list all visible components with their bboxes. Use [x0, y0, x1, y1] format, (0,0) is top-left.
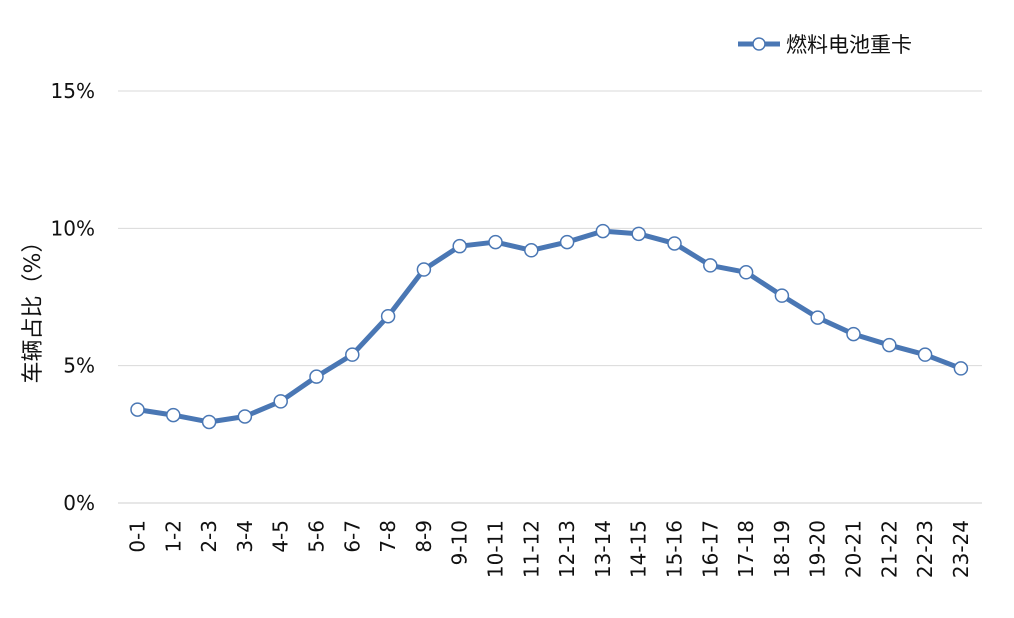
- x-tick-label: 4-5: [269, 520, 293, 553]
- data-point: [953, 361, 969, 376]
- x-tick-label: 23-24: [949, 520, 973, 578]
- x-tick-label: 5-6: [305, 520, 329, 553]
- data-point: [201, 414, 217, 430]
- gridlines: [118, 90, 982, 504]
- data-point: [667, 236, 682, 251]
- data-point: [273, 394, 288, 409]
- y-axis-ticks: 0% 5% 10% 15%: [51, 79, 95, 515]
- y-tick-label: 5%: [63, 354, 95, 378]
- data-point: [309, 369, 324, 384]
- x-tick-label: 11-12: [519, 520, 543, 578]
- y-tick-label: 0%: [63, 491, 95, 515]
- data-point: [345, 347, 360, 362]
- legend-marker: [752, 37, 766, 51]
- data-point: [631, 226, 646, 242]
- data-point: [703, 258, 718, 273]
- x-tick-label: 7-8: [376, 520, 400, 553]
- x-tick-label: 12-13: [555, 520, 579, 578]
- legend: 燃料电池重卡: [738, 33, 912, 57]
- data-point: [846, 326, 861, 342]
- x-tick-label: 15-16: [663, 520, 687, 578]
- data-point: [130, 402, 145, 417]
- x-tick-label: 14-15: [627, 520, 651, 578]
- x-axis-ticks: 0-1 1-2 2-3 3-4 4-5 5-6 6-7 7-8 8-9 9-10 10-11 11-1…: [126, 520, 973, 578]
- data-point: [595, 223, 611, 239]
- data-point: [524, 243, 539, 258]
- data-point: [166, 407, 181, 423]
- data-point: [810, 310, 825, 325]
- x-tick-label: 13-14: [591, 520, 615, 578]
- data-point: [237, 409, 253, 424]
- x-tick-label: 19-20: [806, 520, 830, 578]
- x-tick-label: 21-22: [877, 520, 901, 578]
- data-point: [452, 238, 467, 254]
- data-point: [738, 265, 754, 280]
- x-tick-label: 2-3: [197, 520, 221, 553]
- x-tick-label: 18-19: [770, 520, 794, 578]
- data-point: [882, 337, 897, 353]
- data-point: [559, 234, 575, 250]
- data-point: [917, 347, 933, 362]
- data-point: [774, 288, 790, 303]
- x-tick-label: 3-4: [233, 520, 257, 553]
- x-tick-label: 20-21: [842, 520, 866, 578]
- series-line: [135, 228, 964, 425]
- legend-label: 燃料电池重卡: [786, 33, 912, 57]
- x-tick-label: 10-11: [484, 520, 508, 578]
- y-tick-label: 10%: [51, 216, 95, 240]
- data-point: [488, 234, 503, 250]
- data-point: [416, 262, 432, 277]
- y-tick-label: 15%: [51, 79, 95, 103]
- series-group: [130, 223, 969, 430]
- x-tick-label: 22-23: [913, 520, 937, 578]
- y-axis-label: 车辆占比（%）: [21, 231, 46, 384]
- x-tick-label: 9-10: [448, 520, 472, 565]
- x-tick-label: 0-1: [126, 520, 150, 553]
- x-tick-label: 6-7: [340, 520, 364, 553]
- x-tick-label: 8-9: [412, 520, 436, 553]
- x-tick-label: 16-17: [698, 520, 722, 578]
- x-tick-label: 1-2: [161, 520, 185, 553]
- data-point: [380, 308, 396, 324]
- x-tick-label: 17-18: [734, 520, 758, 578]
